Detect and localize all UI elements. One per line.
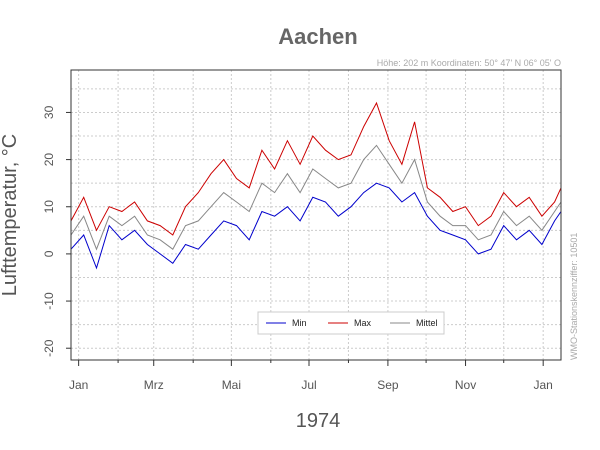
legend: Min Max Mittel [257, 311, 445, 335]
x-axis: Jan Mrz Mai Jul Sep Nov Jan [69, 360, 553, 392]
x-tick-label: Jul [301, 378, 316, 392]
station-info: Höhe: 202 m Koordinaten: 50° 47' N 06° 0… [377, 58, 561, 68]
station-id-note: WMO-Stationskennziffer: 10501 [569, 233, 579, 360]
plot-frame [70, 69, 562, 361]
x-tick-label: Jan [69, 378, 88, 392]
series-line-mittel [70, 144, 562, 251]
y-axis: -20 -10 0 10 20 30 [42, 105, 71, 357]
y-tick-label: 30 [42, 105, 56, 119]
y-axis-label: Lufttemperatur, °C [0, 134, 21, 297]
legend-label: Mittel [416, 318, 438, 328]
x-tick-label: Mai [222, 378, 241, 392]
x-axis-label: 1974 [296, 410, 341, 432]
legend-label: Min [292, 318, 307, 328]
x-tick-label: Nov [455, 378, 476, 392]
series-lines [70, 101, 562, 270]
x-tick-label: Jan [534, 378, 553, 392]
y-tick-label: -10 [42, 292, 56, 310]
y-tick-label: 20 [42, 153, 56, 167]
x-tick-label: Sep [377, 378, 399, 392]
x-tick-label: Mrz [144, 378, 164, 392]
y-tick-label: 0 [42, 250, 56, 257]
legend-box [257, 311, 445, 335]
chart-title: Aachen [278, 24, 357, 49]
y-tick-label: -20 [42, 339, 56, 357]
y-tick-label: 10 [42, 200, 56, 214]
legend-label: Max [354, 318, 372, 328]
series-line-min [70, 182, 562, 270]
series-line-max [70, 101, 562, 236]
